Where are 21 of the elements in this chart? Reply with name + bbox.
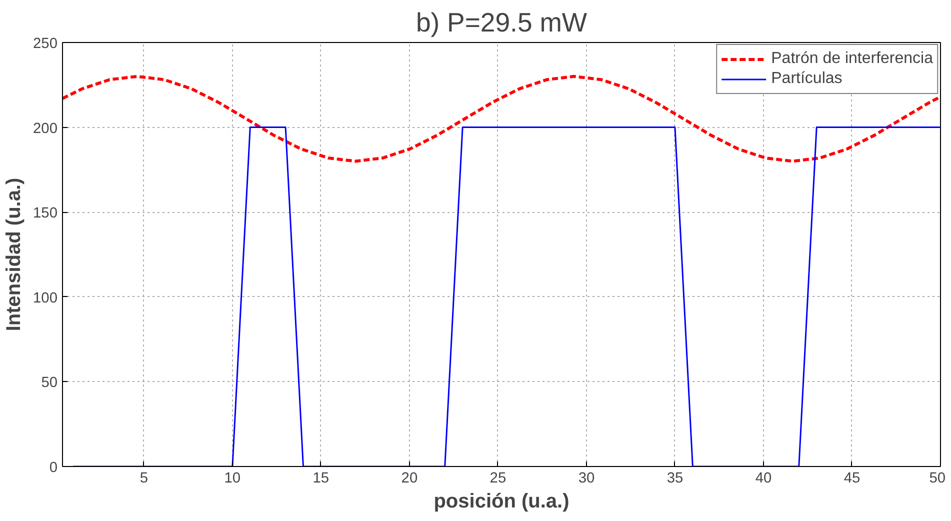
x-tick-label: 45 [844,470,860,486]
x-axis-title: posición (u.a.) [434,490,570,512]
y-tick-label: 200 [33,120,58,137]
legend-label: Partículas [771,70,842,88]
y-tick-label: 50 [41,375,58,392]
x-tick-label: 25 [490,470,506,486]
x-tick-label: 30 [578,470,595,486]
x-tick-label: 5 [140,470,148,486]
x-tick-label: 10 [224,470,241,486]
y-tick-label: 150 [33,206,58,222]
x-tick-label: 15 [312,470,330,486]
x-tick-label: 50 [929,470,946,486]
y-axis-title: Intensidad (u.a.) [3,178,26,332]
legend-label: Patrón de interferencia [771,50,933,68]
chart-title: b) P=29.5 mW [416,8,588,38]
x-tick-label: 40 [755,470,772,486]
y-tick-label: 100 [33,290,58,306]
y-tick-label: 0 [49,460,58,476]
x-tick-label: 20 [401,470,418,486]
y-tick-label: 250 [33,36,58,52]
x-tick-label: 35 [666,470,684,486]
